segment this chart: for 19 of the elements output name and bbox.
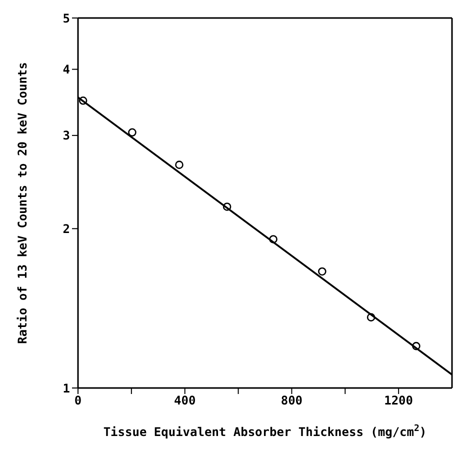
x-tick-label: 1200 — [384, 394, 414, 408]
x-tick-label: 0 — [74, 394, 82, 408]
y-tick-label: 4 — [62, 62, 70, 77]
point — [412, 342, 420, 350]
point — [318, 267, 326, 276]
y-tick-label: 1 — [62, 381, 70, 396]
point — [78, 96, 88, 105]
x-axis-title: Tissue Equivalent Absorber Thickness (mg/cm$^{2}$) — [103, 424, 427, 439]
y-tick-label: 2 — [62, 222, 70, 236]
point — [128, 128, 136, 137]
point — [175, 160, 184, 169]
y-tick-label: 5 — [62, 11, 70, 26]
y-axis-title: Ratio of 13 keV Counts to 20 keV Counts — [15, 62, 30, 344]
x-tick-label: 400 — [174, 394, 196, 408]
point — [366, 313, 376, 322]
y-tick-label: 3 — [62, 128, 70, 143]
x-tick-label: 800 — [280, 394, 303, 408]
point — [269, 235, 278, 244]
point — [222, 202, 232, 211]
